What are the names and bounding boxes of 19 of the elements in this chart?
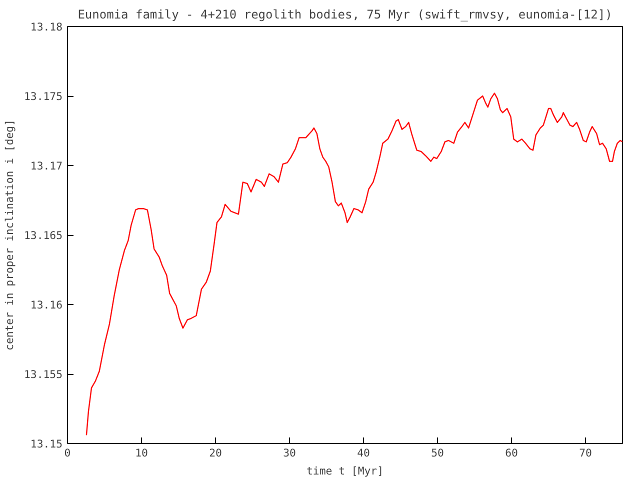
x-tick-label: 0 [64, 446, 71, 460]
y-tick-label: 13.155 [24, 368, 63, 381]
y-tick-label: 13.18 [30, 20, 62, 34]
chart-title: Eunomia family - 4+210 regolith bodies, 75 Myr (swift_rmvsy, eunomia-[12]) [78, 8, 612, 22]
x-tick-label: 40 [357, 446, 370, 460]
x-tick-label: 50 [431, 446, 444, 460]
y-tick-label: 13.175 [24, 90, 63, 103]
y-tick-label: 13.16 [30, 298, 62, 312]
x-tick-label: 30 [283, 446, 296, 460]
line-series [86, 92, 622, 436]
y-axis-title: center in proper inclination i [deg] [3, 120, 16, 350]
x-tick-label: 20 [209, 446, 222, 460]
y-tick-label: 13.17 [30, 160, 62, 172]
x-tick-label: 70 [579, 446, 592, 460]
x-axis-title: time t [Myr] [306, 464, 384, 478]
x-tick-label: 10 [135, 446, 148, 460]
y-tick-label: 13.165 [24, 229, 63, 242]
x-tick-label: 60 [505, 446, 518, 460]
y-tick-label: 13.15 [30, 438, 62, 450]
